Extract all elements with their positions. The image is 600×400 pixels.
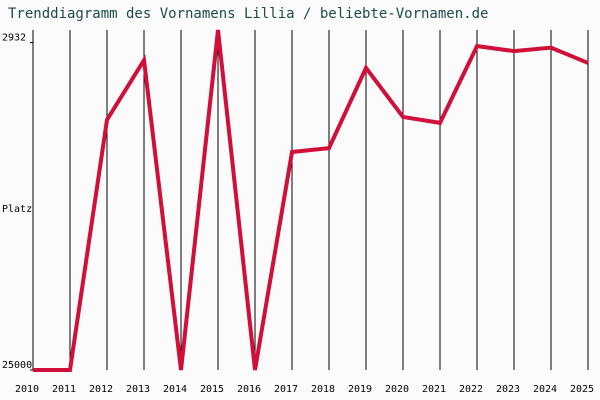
y-tick-label: 2932 bbox=[2, 33, 26, 44]
x-tick-label: 2020 bbox=[385, 384, 409, 395]
x-tick-label: 2016 bbox=[237, 384, 261, 395]
x-tick-label: 2024 bbox=[533, 384, 557, 395]
x-tick-label: 2012 bbox=[89, 384, 113, 395]
x-tick-label: 2018 bbox=[311, 384, 335, 395]
x-tick-label: 2023 bbox=[496, 384, 520, 395]
y-tick-label: 25000 bbox=[2, 360, 32, 371]
chart-title: Trenddiagramm des Vornamens Lillia / bel… bbox=[8, 6, 488, 22]
x-tick-label: 2022 bbox=[459, 384, 483, 395]
x-tick-label: 2013 bbox=[126, 384, 150, 395]
x-tick-label: 2015 bbox=[200, 384, 224, 395]
x-tick-label: 2010 bbox=[15, 384, 39, 395]
y-axis-label: Platz bbox=[2, 204, 32, 215]
x-tick-label: 2019 bbox=[348, 384, 372, 395]
x-tick-label: 2025 bbox=[570, 384, 594, 395]
x-tick-label: 2011 bbox=[52, 384, 76, 395]
x-tick-label: 2021 bbox=[422, 384, 446, 395]
x-tick-label: 2014 bbox=[163, 384, 187, 395]
x-tick-label: 2017 bbox=[274, 384, 298, 395]
data-line bbox=[33, 29, 589, 372]
